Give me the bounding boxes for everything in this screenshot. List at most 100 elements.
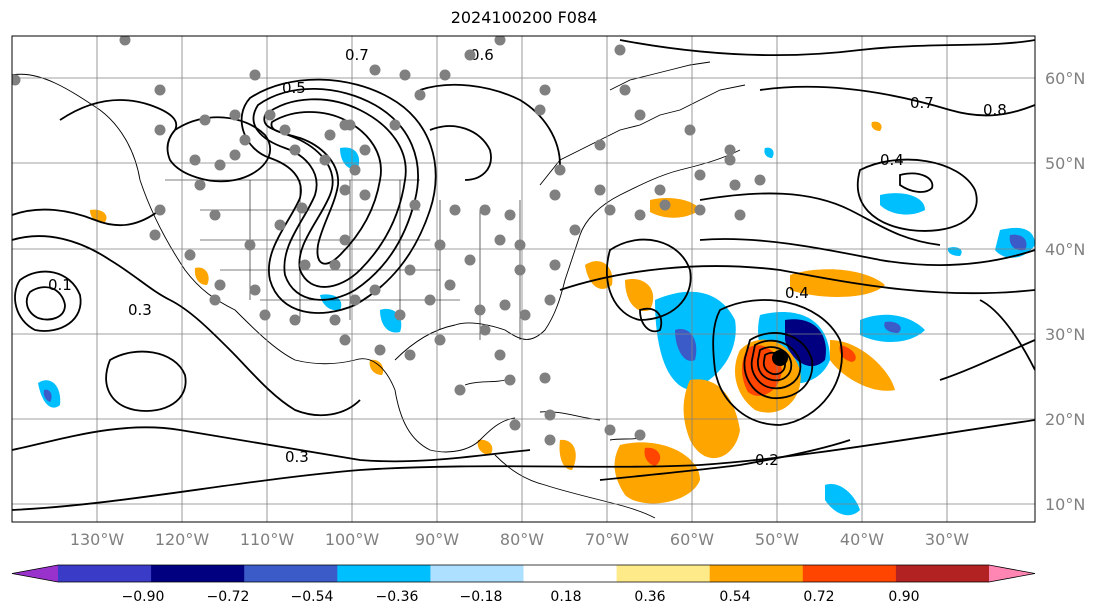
colorbar-tick: −0.72 xyxy=(207,589,250,605)
significance-dot xyxy=(214,159,226,171)
significance-dot xyxy=(594,139,606,151)
significance-dot xyxy=(249,284,261,296)
significance-dot xyxy=(464,254,476,266)
significance-dot xyxy=(729,179,741,191)
lon-tick: 80°W xyxy=(500,530,544,549)
colorbar-tick: −0.18 xyxy=(460,589,503,605)
lon-tick: 120°W xyxy=(155,530,210,549)
colorbar xyxy=(11,564,1036,583)
significance-dot xyxy=(544,409,556,421)
significance-dot xyxy=(569,224,581,236)
significance-dot xyxy=(374,344,386,356)
significance-dot xyxy=(349,294,361,306)
significance-dot xyxy=(12,74,21,86)
significance-dot xyxy=(514,264,526,276)
colorbar-segment xyxy=(802,565,897,582)
lon-tick: 130°W xyxy=(70,530,125,549)
significance-dot xyxy=(279,124,291,136)
colorbar-ticks: −0.90 −0.72 −0.54 −0.36 −0.18 0.18 0.36 … xyxy=(122,589,920,605)
significance-dot xyxy=(296,202,308,214)
significance-dot xyxy=(119,36,131,46)
significance-dot xyxy=(359,189,371,201)
lon-tick: 90°W xyxy=(415,530,459,549)
colorbar-extend-low xyxy=(12,565,58,582)
significance-dot xyxy=(504,209,516,221)
significance-dot xyxy=(439,69,451,81)
colorbar-tick: 0.90 xyxy=(888,589,919,605)
significance-dot xyxy=(454,384,466,396)
colorbar-tick: 0.72 xyxy=(803,589,834,605)
significance-dot xyxy=(499,299,511,311)
significance-dot xyxy=(694,169,706,181)
lat-tick: 60°N xyxy=(1045,69,1085,88)
significance-dot xyxy=(184,249,196,261)
significance-dot xyxy=(434,239,446,251)
contour-label: 0.1 xyxy=(48,276,72,294)
significance-dot xyxy=(359,144,371,156)
significance-dot xyxy=(444,279,456,291)
significance-dot xyxy=(154,204,166,216)
lat-tick: 50°N xyxy=(1045,154,1085,173)
significance-dot xyxy=(694,204,706,216)
significance-dot xyxy=(594,184,606,196)
coastlines xyxy=(12,61,746,519)
significance-dot xyxy=(449,204,461,216)
significance-dot xyxy=(199,114,211,126)
colorbar-tick: −0.36 xyxy=(376,589,419,605)
significance-dot xyxy=(409,199,421,211)
significance-dot xyxy=(654,184,666,196)
significance-dot xyxy=(259,309,271,321)
significance-dot xyxy=(754,174,766,186)
significance-dot xyxy=(324,129,336,141)
significance-dot xyxy=(549,259,561,271)
significance-dot xyxy=(274,219,286,231)
lat-tick: 30°N xyxy=(1045,325,1085,344)
storm-center-marker xyxy=(772,350,788,366)
significance-dot xyxy=(319,154,331,166)
colorbar-tick: −0.90 xyxy=(122,589,165,605)
colorbar-segment xyxy=(151,565,245,582)
significance-dot xyxy=(519,309,531,321)
significance-dot xyxy=(329,259,341,271)
significance-dot xyxy=(539,84,551,96)
significance-dot xyxy=(634,209,646,221)
colorbar-tick: −0.54 xyxy=(291,589,334,605)
significance-dot xyxy=(619,84,631,96)
colorbar-segment xyxy=(709,565,804,582)
significance-dot xyxy=(509,419,521,431)
significance-dot xyxy=(154,124,166,136)
colorbar-segment xyxy=(58,565,152,582)
colorbar-tick: 0.36 xyxy=(634,589,665,605)
significance-dot xyxy=(339,119,351,131)
significance-dot xyxy=(549,189,561,201)
colorbar-segment xyxy=(337,565,431,582)
map-title: 2024100200 F084 xyxy=(450,8,598,27)
significance-dot xyxy=(554,164,566,176)
lon-tick-labels: 130°W 120°W 110°W 100°W 90°W 80°W 70°W 6… xyxy=(70,530,969,549)
lon-tick: 50°W xyxy=(755,530,799,549)
lon-tick: 40°W xyxy=(840,530,884,549)
significance-dot xyxy=(534,104,546,116)
lon-tick: 100°W xyxy=(325,530,380,549)
graticule xyxy=(12,36,1035,522)
significance-dot xyxy=(209,294,221,306)
contour-label: 0.3 xyxy=(285,448,309,466)
colorbar-outline xyxy=(11,564,1036,583)
significance-dot xyxy=(154,84,166,96)
significance-dot xyxy=(399,69,411,81)
significance-dot xyxy=(394,309,406,321)
significance-dot xyxy=(544,434,556,446)
colorbar-extend-high xyxy=(989,565,1035,582)
lon-tick: 70°W xyxy=(585,530,629,549)
significance-dot xyxy=(349,164,361,176)
lat-tick: 10°N xyxy=(1045,495,1085,514)
significance-dot xyxy=(604,204,616,216)
contour-label-group: 0.5 0.7 0.6 0.4 0.3 0.2 0.1 0.8 0.4 0.7 … xyxy=(48,46,1007,469)
contour-label: 0.7 xyxy=(910,94,934,112)
significance-dot xyxy=(514,239,526,251)
significance-dot xyxy=(264,109,276,121)
colorbar-segment xyxy=(244,565,338,582)
significance-dot xyxy=(389,119,401,131)
significance-dot xyxy=(239,134,251,146)
